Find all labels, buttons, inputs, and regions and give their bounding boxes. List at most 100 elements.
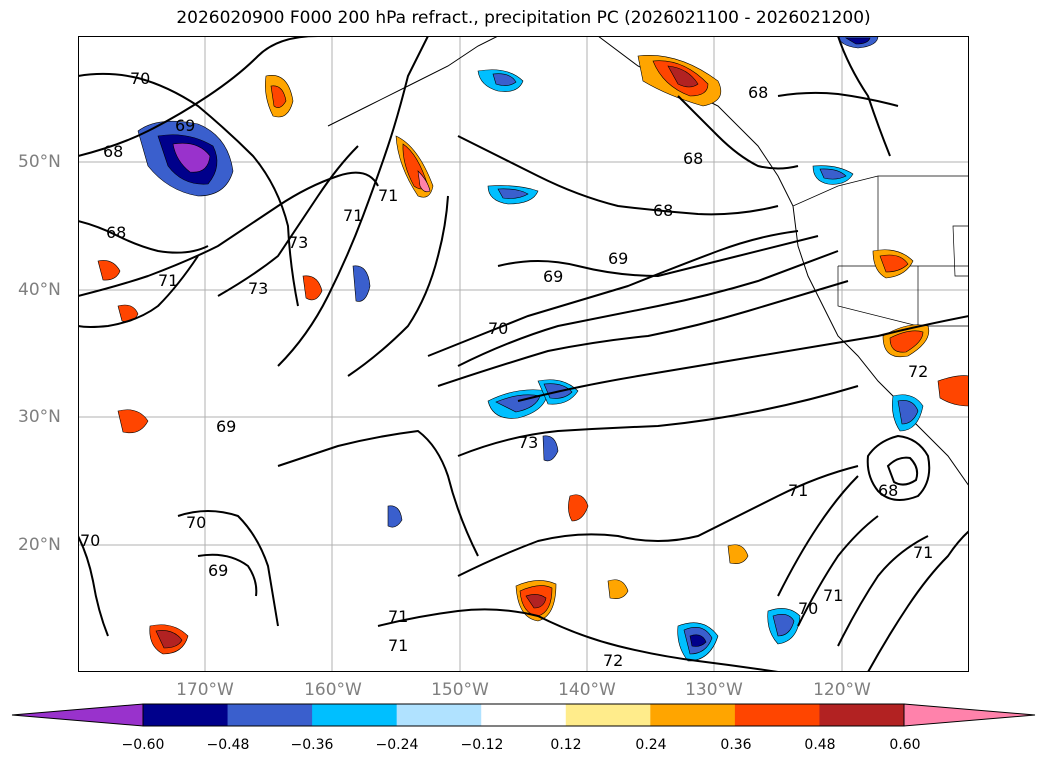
contour-label-27: 69 bbox=[608, 249, 628, 268]
precip-neg-12 bbox=[542, 435, 559, 462]
contour-label-10: 69 bbox=[543, 267, 563, 286]
contour-71-b bbox=[277, 36, 429, 367]
contour-label-8: 71 bbox=[343, 206, 363, 225]
colorbar-tick-label-1: −0.60 bbox=[121, 737, 165, 753]
colorbar-segment bbox=[565, 704, 651, 726]
precip-pos-12 bbox=[117, 409, 149, 434]
colorbar-extend-high bbox=[903, 703, 1036, 727]
contour-72 bbox=[517, 315, 969, 402]
contour-label-16: 71 bbox=[823, 586, 843, 605]
colorbar-segment bbox=[481, 704, 567, 726]
colorbar-tick-label-10: 0.60 bbox=[889, 737, 921, 753]
precip-neg-13 bbox=[387, 505, 403, 528]
contour-69-d bbox=[886, 456, 919, 486]
precip-pos-9 bbox=[568, 494, 589, 522]
colorbar-extend-low bbox=[11, 703, 144, 727]
contour-label-14: 71 bbox=[788, 481, 808, 500]
contour-71-d bbox=[277, 429, 479, 557]
colorbar-frame bbox=[142, 703, 905, 727]
lon-label-170w: 170°W bbox=[176, 680, 234, 700]
contour-71-e bbox=[457, 465, 859, 577]
colorbar-tick-label-6: 0.12 bbox=[550, 737, 582, 753]
refractivity-contours bbox=[78, 36, 969, 672]
colorbar-segment bbox=[312, 704, 398, 726]
contour-70-c bbox=[347, 195, 449, 377]
precip-pos-6 bbox=[937, 375, 969, 407]
colorbar-segments bbox=[11, 703, 1036, 727]
contour-71-h bbox=[837, 535, 929, 647]
contour-70-e bbox=[177, 510, 279, 627]
lon-label-140w: 140°W bbox=[558, 680, 616, 700]
contour-71-nw2 bbox=[78, 255, 199, 328]
lat-label-20n: 20°N bbox=[18, 535, 61, 555]
lat-label-40n: 40°N bbox=[18, 280, 61, 300]
lon-label-160w: 160°W bbox=[304, 680, 362, 700]
precip-neg-11 bbox=[352, 265, 371, 302]
contour-71-c bbox=[437, 280, 849, 387]
contour-label-19: 70 bbox=[186, 513, 206, 532]
contour-label-24: 68 bbox=[748, 83, 768, 102]
contour-label-7: 73 bbox=[288, 233, 308, 252]
contour-68-c bbox=[866, 434, 931, 501]
contour-68-north bbox=[78, 36, 319, 157]
contour-label-21: 70 bbox=[80, 531, 100, 550]
contour-label-5: 71 bbox=[158, 271, 178, 290]
map-panel[interactable]: 70 69 68 68 71 73 73 71 71 69 70 73 72 7… bbox=[78, 36, 969, 672]
colorbar-tick-label-2: −0.48 bbox=[206, 737, 250, 753]
colorbar-segment bbox=[819, 704, 905, 726]
contour-label-2: 69 bbox=[175, 116, 195, 135]
lon-label-150w: 150°W bbox=[431, 680, 489, 700]
contour-label-1: 70 bbox=[130, 69, 150, 88]
precip-pos-13 bbox=[302, 275, 323, 301]
contour-label-20: 69 bbox=[216, 417, 236, 436]
contour-label-26: 68 bbox=[683, 149, 703, 168]
colorbar-tick-label-8: 0.36 bbox=[720, 737, 752, 753]
contour-label-6: 73 bbox=[248, 279, 268, 298]
precip-pos-14 bbox=[607, 579, 629, 599]
contour-68-f bbox=[837, 36, 891, 157]
lat-label-30n: 30°N bbox=[18, 407, 61, 427]
contour-label-29: 72 bbox=[603, 651, 623, 670]
contour-label-11: 70 bbox=[488, 319, 508, 338]
precip-pos-10 bbox=[97, 260, 121, 281]
colorbar-tick-label-5: −0.12 bbox=[460, 737, 504, 753]
contour-68-d bbox=[677, 95, 799, 170]
colorbar-tick-label-4: −0.24 bbox=[375, 737, 419, 753]
colorbar-tick-label-9: 0.48 bbox=[804, 737, 836, 753]
colorbar-segment bbox=[734, 704, 820, 726]
colorbar-segment bbox=[143, 704, 229, 726]
colorbar-tick-label-3: −0.36 bbox=[290, 737, 334, 753]
contour-label-12: 73 bbox=[518, 433, 538, 452]
contour-label-17: 71 bbox=[913, 543, 933, 562]
contour-70-g bbox=[797, 515, 879, 627]
lon-label-120w: 120°W bbox=[813, 680, 871, 700]
contour-label-9: 71 bbox=[378, 186, 398, 205]
colorbar-tick-label-7: 0.24 bbox=[635, 737, 667, 753]
contour-70-f bbox=[78, 535, 109, 637]
map-title: 2026020900 F000 200 hPa refract., precip… bbox=[176, 8, 871, 28]
contour-71-f bbox=[377, 608, 779, 672]
precip-fields bbox=[97, 36, 969, 662]
contour-label-22: 71 bbox=[388, 607, 408, 626]
contour-73-a bbox=[217, 145, 359, 297]
colorbar-segment bbox=[396, 704, 482, 726]
contour-72-b bbox=[867, 530, 969, 672]
colorbar-segment bbox=[227, 704, 313, 726]
contour-label-13: 72 bbox=[908, 362, 928, 381]
contour-70-nw bbox=[78, 72, 299, 307]
contour-label-18: 69 bbox=[208, 561, 228, 580]
contour-68-b bbox=[457, 135, 779, 216]
contour-label-15: 70 bbox=[798, 599, 818, 618]
contour-71-a bbox=[78, 171, 379, 297]
coastline bbox=[327, 36, 969, 487]
contour-71-g bbox=[777, 475, 859, 597]
contour-labels: 70 69 68 68 71 73 73 71 71 69 70 73 72 7… bbox=[80, 69, 933, 670]
lon-label-130w: 130°W bbox=[685, 680, 743, 700]
contour-label-25: 68 bbox=[653, 201, 673, 220]
contour-68-e bbox=[777, 91, 899, 107]
colorbar bbox=[0, 700, 1047, 760]
contour-label-4: 68 bbox=[106, 223, 126, 242]
contour-73-b bbox=[457, 385, 859, 457]
contour-69-c bbox=[197, 553, 258, 597]
contour-69-a bbox=[427, 230, 799, 357]
